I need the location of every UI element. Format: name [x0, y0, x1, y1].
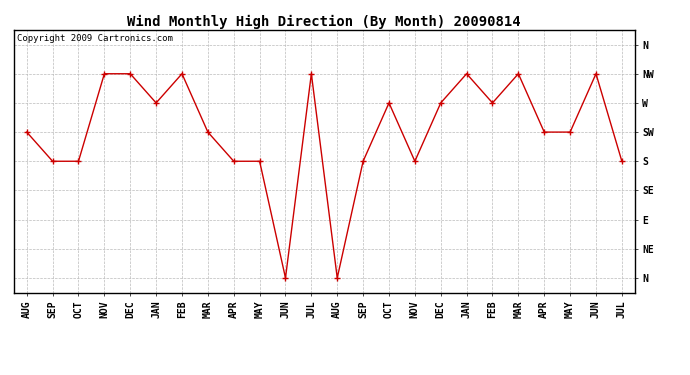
- Text: Copyright 2009 Cartronics.com: Copyright 2009 Cartronics.com: [17, 34, 172, 43]
- Title: Wind Monthly High Direction (By Month) 20090814: Wind Monthly High Direction (By Month) 2…: [128, 15, 521, 29]
